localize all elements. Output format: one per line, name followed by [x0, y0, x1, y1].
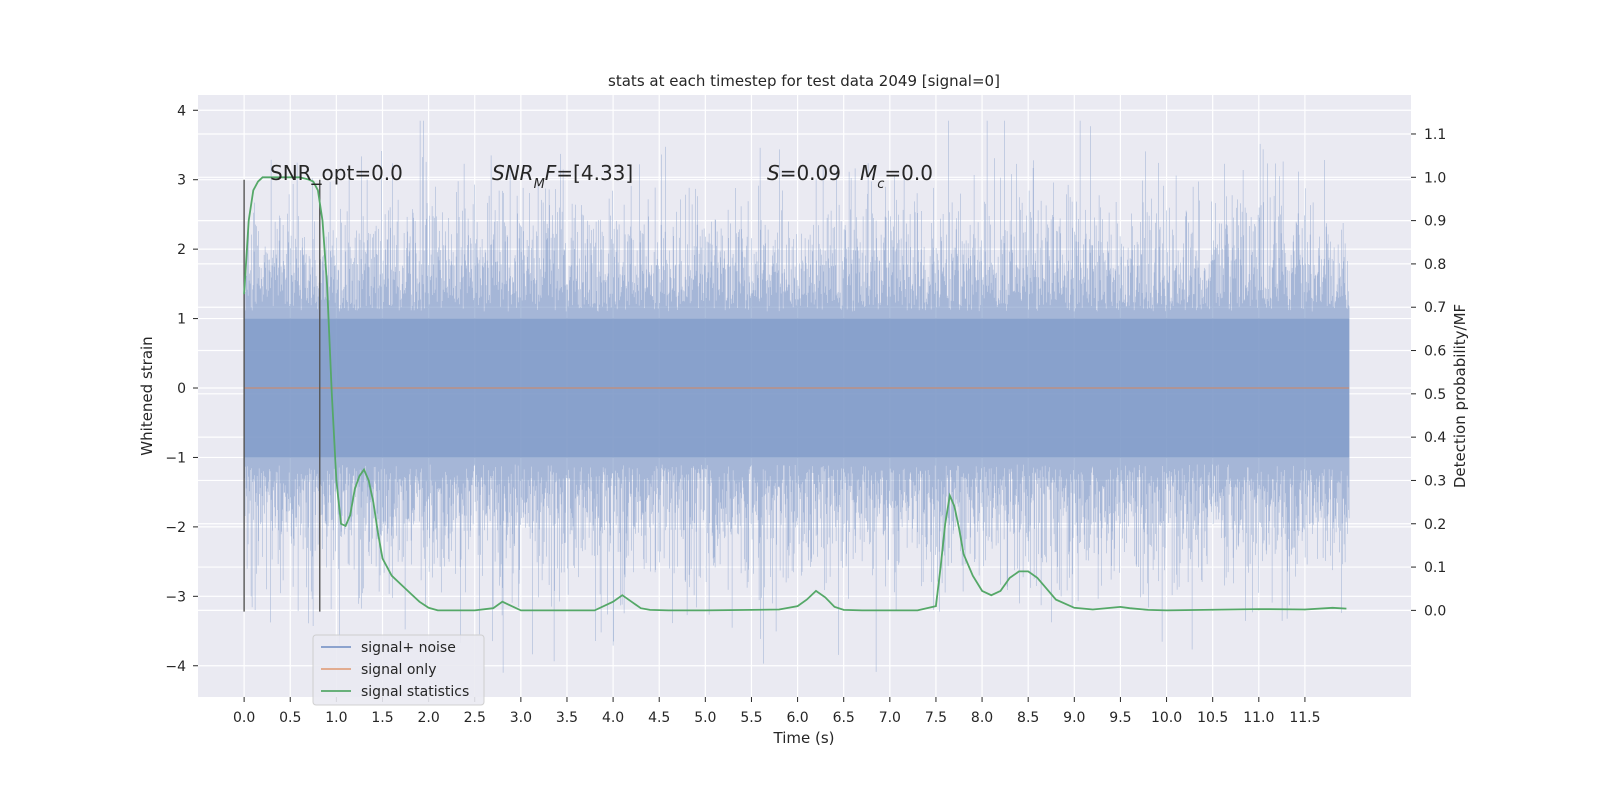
legend-label-noise: signal+ noise [361, 640, 456, 656]
y-tick-label-5: −1 [165, 450, 186, 466]
y2-tick-label-1: 1.0 [1424, 170, 1446, 186]
x-tick-label-14: 7.0 [879, 710, 901, 726]
x-tick-label-3: 1.5 [371, 710, 393, 726]
annotation-snr-mf: SNRMF=[4.33] [492, 161, 633, 192]
x-tick-label-0: 0.0 [233, 710, 255, 726]
x-tick-label-11: 5.5 [740, 710, 762, 726]
x-tick-label-18: 9.0 [1063, 710, 1085, 726]
y2-tick-label-11: 0.0 [1424, 603, 1446, 619]
annotation-mc: Mc=0.0 [860, 161, 933, 192]
x-tick-label-5: 2.5 [464, 710, 486, 726]
x-tick-label-1: 0.5 [279, 710, 301, 726]
x-tick-label-16: 8.0 [971, 710, 993, 726]
y-tick-label-2: 2 [177, 242, 186, 258]
signal-statistics-series [243, 176, 1347, 612]
y2-tick-label-0: 1.1 [1424, 127, 1446, 143]
y2-tick-label-3: 0.8 [1424, 257, 1446, 273]
y2-tick-label-4: 0.7 [1424, 300, 1446, 316]
x-tick-label-21: 10.5 [1197, 710, 1228, 726]
x-tick-label-22: 11.0 [1243, 710, 1274, 726]
annotation-s: S=0.09 [767, 161, 841, 185]
x-tick-label-19: 9.5 [1109, 710, 1131, 726]
y2-tick-label-8: 0.3 [1424, 473, 1446, 489]
y-tick-label-0: 4 [177, 103, 186, 119]
annotation-group: SNR_opt=0.0 SNRMF=[4.33] S=0.09 Mc=0.0 [270, 161, 933, 192]
y2-tick-label-5: 0.6 [1424, 344, 1446, 360]
legend-label-signal-only: signal only [361, 662, 436, 678]
x-axis-label: Time (s) [773, 729, 835, 747]
annotation-snr-opt: SNR_opt=0.0 [270, 161, 403, 185]
x-tick-label-6: 3.0 [510, 710, 532, 726]
y2-tick-label-6: 0.5 [1424, 387, 1446, 403]
y2-tick-label-9: 0.2 [1424, 517, 1446, 533]
y2-tick-label-10: 0.1 [1424, 560, 1446, 576]
y-tick-label-1: 3 [177, 173, 186, 189]
legend-label-statistics: signal statistics [361, 684, 469, 700]
vertical-markers [243, 179, 321, 612]
y2-tick-label-2: 0.9 [1424, 214, 1446, 230]
x-tick-label-8: 4.0 [602, 710, 624, 726]
chart-title: stats at each timestep for test data 204… [608, 72, 1000, 90]
x-tick-label-10: 5.0 [694, 710, 716, 726]
legend-box [312, 634, 485, 706]
y2-axis-label: Detection probability/MF [1451, 304, 1469, 488]
y-axis-label: Whitened strain [138, 336, 156, 455]
axis-ticks: 0.0 0.5 1.0 1.5 2.0 2.5 3.0 3.5 4.0 4.5 5.0 5.5 6.0 6… [165, 103, 1446, 726]
x-tick-label-20: 10.0 [1151, 710, 1182, 726]
x-tick-label-12: 6.0 [786, 710, 808, 726]
y-tick-label-4: 0 [177, 381, 186, 397]
y-tick-label-6: −2 [165, 520, 186, 536]
x-tick-label-9: 4.5 [648, 710, 670, 726]
y-tick-label-7: −3 [165, 589, 186, 605]
y-tick-label-8: −4 [165, 659, 186, 675]
y-tick-label-3: 1 [177, 312, 186, 328]
x-tick-label-15: 7.5 [925, 710, 947, 726]
x-tick-label-4: 2.0 [417, 710, 439, 726]
x-tick-label-7: 3.5 [556, 710, 578, 726]
legend: signal+ noise signal only signal statist… [312, 634, 485, 706]
x-tick-label-2: 1.0 [325, 710, 347, 726]
x-tick-label-13: 6.5 [833, 710, 855, 726]
x-tick-label-17: 8.5 [1017, 710, 1039, 726]
y2-tick-label-7: 0.4 [1424, 430, 1446, 446]
x-tick-label-23: 11.5 [1289, 710, 1320, 726]
